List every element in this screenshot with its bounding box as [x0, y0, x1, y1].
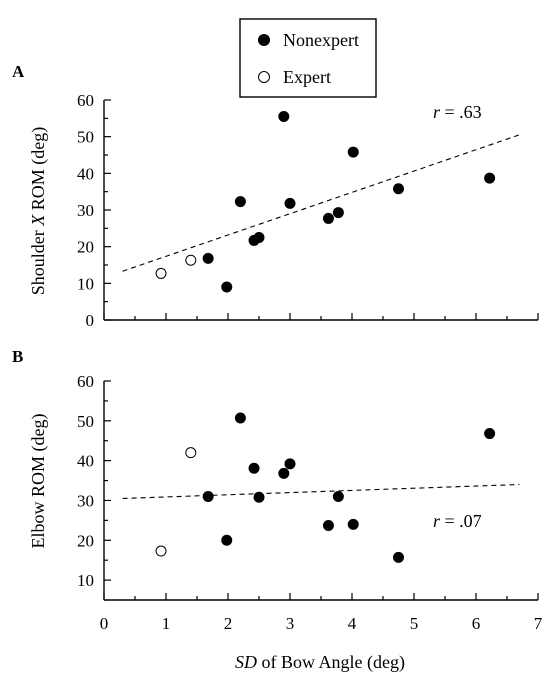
trendline-b: [122, 483, 520, 500]
y-tick-label-b: 60: [77, 372, 94, 391]
correlation-a-value: = .63: [440, 102, 482, 122]
nonexpert-point-b: [322, 520, 334, 532]
y-tick-label-b: 40: [77, 452, 94, 471]
x-tick-label: 0: [100, 614, 109, 633]
nonexpert-point-a: [332, 207, 344, 219]
panel-label-a: A: [12, 62, 25, 81]
y-axis-title-a-pre: Shoulder: [28, 226, 48, 296]
x-tick-label: 2: [224, 614, 233, 633]
nonexpert-point-a: [484, 172, 496, 184]
nonexpert-point-b: [347, 518, 359, 530]
nonexpert-point-b: [202, 490, 214, 502]
y-tick-label-a: 20: [77, 238, 94, 257]
trendline-path-a: [122, 134, 520, 272]
nonexpert-point-b: [248, 462, 260, 474]
nonexpert-point-b: [278, 467, 290, 479]
panel-label-b: B: [12, 347, 23, 366]
nonexpert-point-a: [278, 111, 290, 122]
expert-point-b: [185, 447, 197, 459]
y-axis-title-a-italic: X: [28, 214, 48, 227]
x-tick-label: 3: [286, 614, 295, 633]
panel-a: A Shoulder X ROM (deg) 0 10 20 30 40 50 60 r =…: [12, 62, 539, 330]
legend-marker-nonexpert: [258, 34, 270, 46]
legend-label-nonexpert: Nonexpert: [283, 30, 359, 50]
nonexpert-point-b: [393, 551, 404, 563]
nonexpert-point-a: [202, 252, 214, 264]
nonexpert-point-a: [253, 232, 265, 243]
y-axis-title-b: Elbow ROM (deg): [28, 414, 49, 549]
points-a: [155, 111, 496, 293]
nonexpert-point-b: [284, 458, 296, 470]
legend-label-expert: Expert: [283, 67, 331, 87]
legend-marker-expert: [258, 71, 270, 83]
y-tick-label-b: 30: [77, 491, 94, 510]
x-tick-label: 6: [472, 614, 481, 633]
x-tick-label: 7: [534, 614, 543, 633]
y-tick-label-a: 50: [77, 128, 94, 147]
y-tick-label-b: 50: [77, 412, 94, 431]
nonexpert-point-a: [221, 281, 233, 293]
svg-text:Elbow ROM (deg): Elbow ROM (deg): [28, 414, 49, 549]
y-tick-label-a: 0: [86, 311, 95, 330]
correlation-a-italic: r: [433, 102, 441, 122]
nonexpert-point-a: [284, 197, 296, 209]
correlation-label-a: r = .63: [433, 102, 482, 122]
nonexpert-point-b: [221, 534, 233, 546]
y-tick-label-a: 40: [77, 164, 94, 183]
expert-point-a: [155, 267, 167, 279]
y-axis-title-a-post: ROM (deg): [28, 127, 49, 215]
legend: Nonexpert Expert: [239, 18, 377, 98]
x-tick-label: 1: [162, 614, 171, 633]
x-axis-title: SD of Bow Angle (deg): [235, 652, 405, 673]
svg-text:Shoulder X ROM (deg): Shoulder X ROM (deg): [28, 127, 49, 296]
nonexpert-point-b: [234, 412, 246, 424]
axes-b: 10 20 30 40 50 60 0 1 2 3 4 5 6 7: [77, 372, 543, 633]
y-tick-label-b: 20: [77, 531, 94, 550]
nonexpert-point-a: [347, 146, 359, 158]
x-tick-label: 5: [410, 614, 419, 633]
correlation-b-italic: r: [433, 511, 441, 531]
y-tick-label-b: 10: [77, 571, 94, 590]
y-tick-label-a: 60: [77, 91, 94, 110]
x-tick-label: 4: [348, 614, 357, 633]
legend-box: [239, 18, 377, 98]
nonexpert-point-a: [234, 196, 246, 208]
panel-b: B Elbow ROM (deg) 10 20 30 40 50 60 0 1 2 3 4 5 6 7 r…: [12, 347, 543, 633]
nonexpert-point-b: [332, 490, 344, 502]
x-axis-title-italic: SD: [235, 652, 257, 672]
correlation-label-b: r = .07: [433, 511, 482, 531]
correlation-b-value: = .07: [440, 511, 482, 531]
nonexpert-point-b: [484, 428, 496, 440]
trendline-path-b: [122, 483, 520, 500]
nonexpert-point-a: [393, 183, 404, 195]
axes-a: 0 10 20 30 40 50 60: [77, 91, 539, 330]
y-axis-title-a: Shoulder X ROM (deg): [28, 127, 49, 296]
y-axis-title-b-text: Elbow ROM (deg): [28, 414, 49, 549]
expert-point-b: [155, 545, 167, 557]
trendline-a: [122, 134, 520, 272]
y-tick-label-a: 10: [77, 274, 94, 293]
points-b: [155, 412, 496, 563]
y-tick-label-a: 30: [77, 201, 94, 220]
nonexpert-point-b: [253, 491, 265, 503]
expert-point-a: [185, 254, 197, 266]
nonexpert-point-a: [322, 212, 334, 224]
x-axis-title-rest: of Bow Angle (deg): [257, 652, 405, 673]
